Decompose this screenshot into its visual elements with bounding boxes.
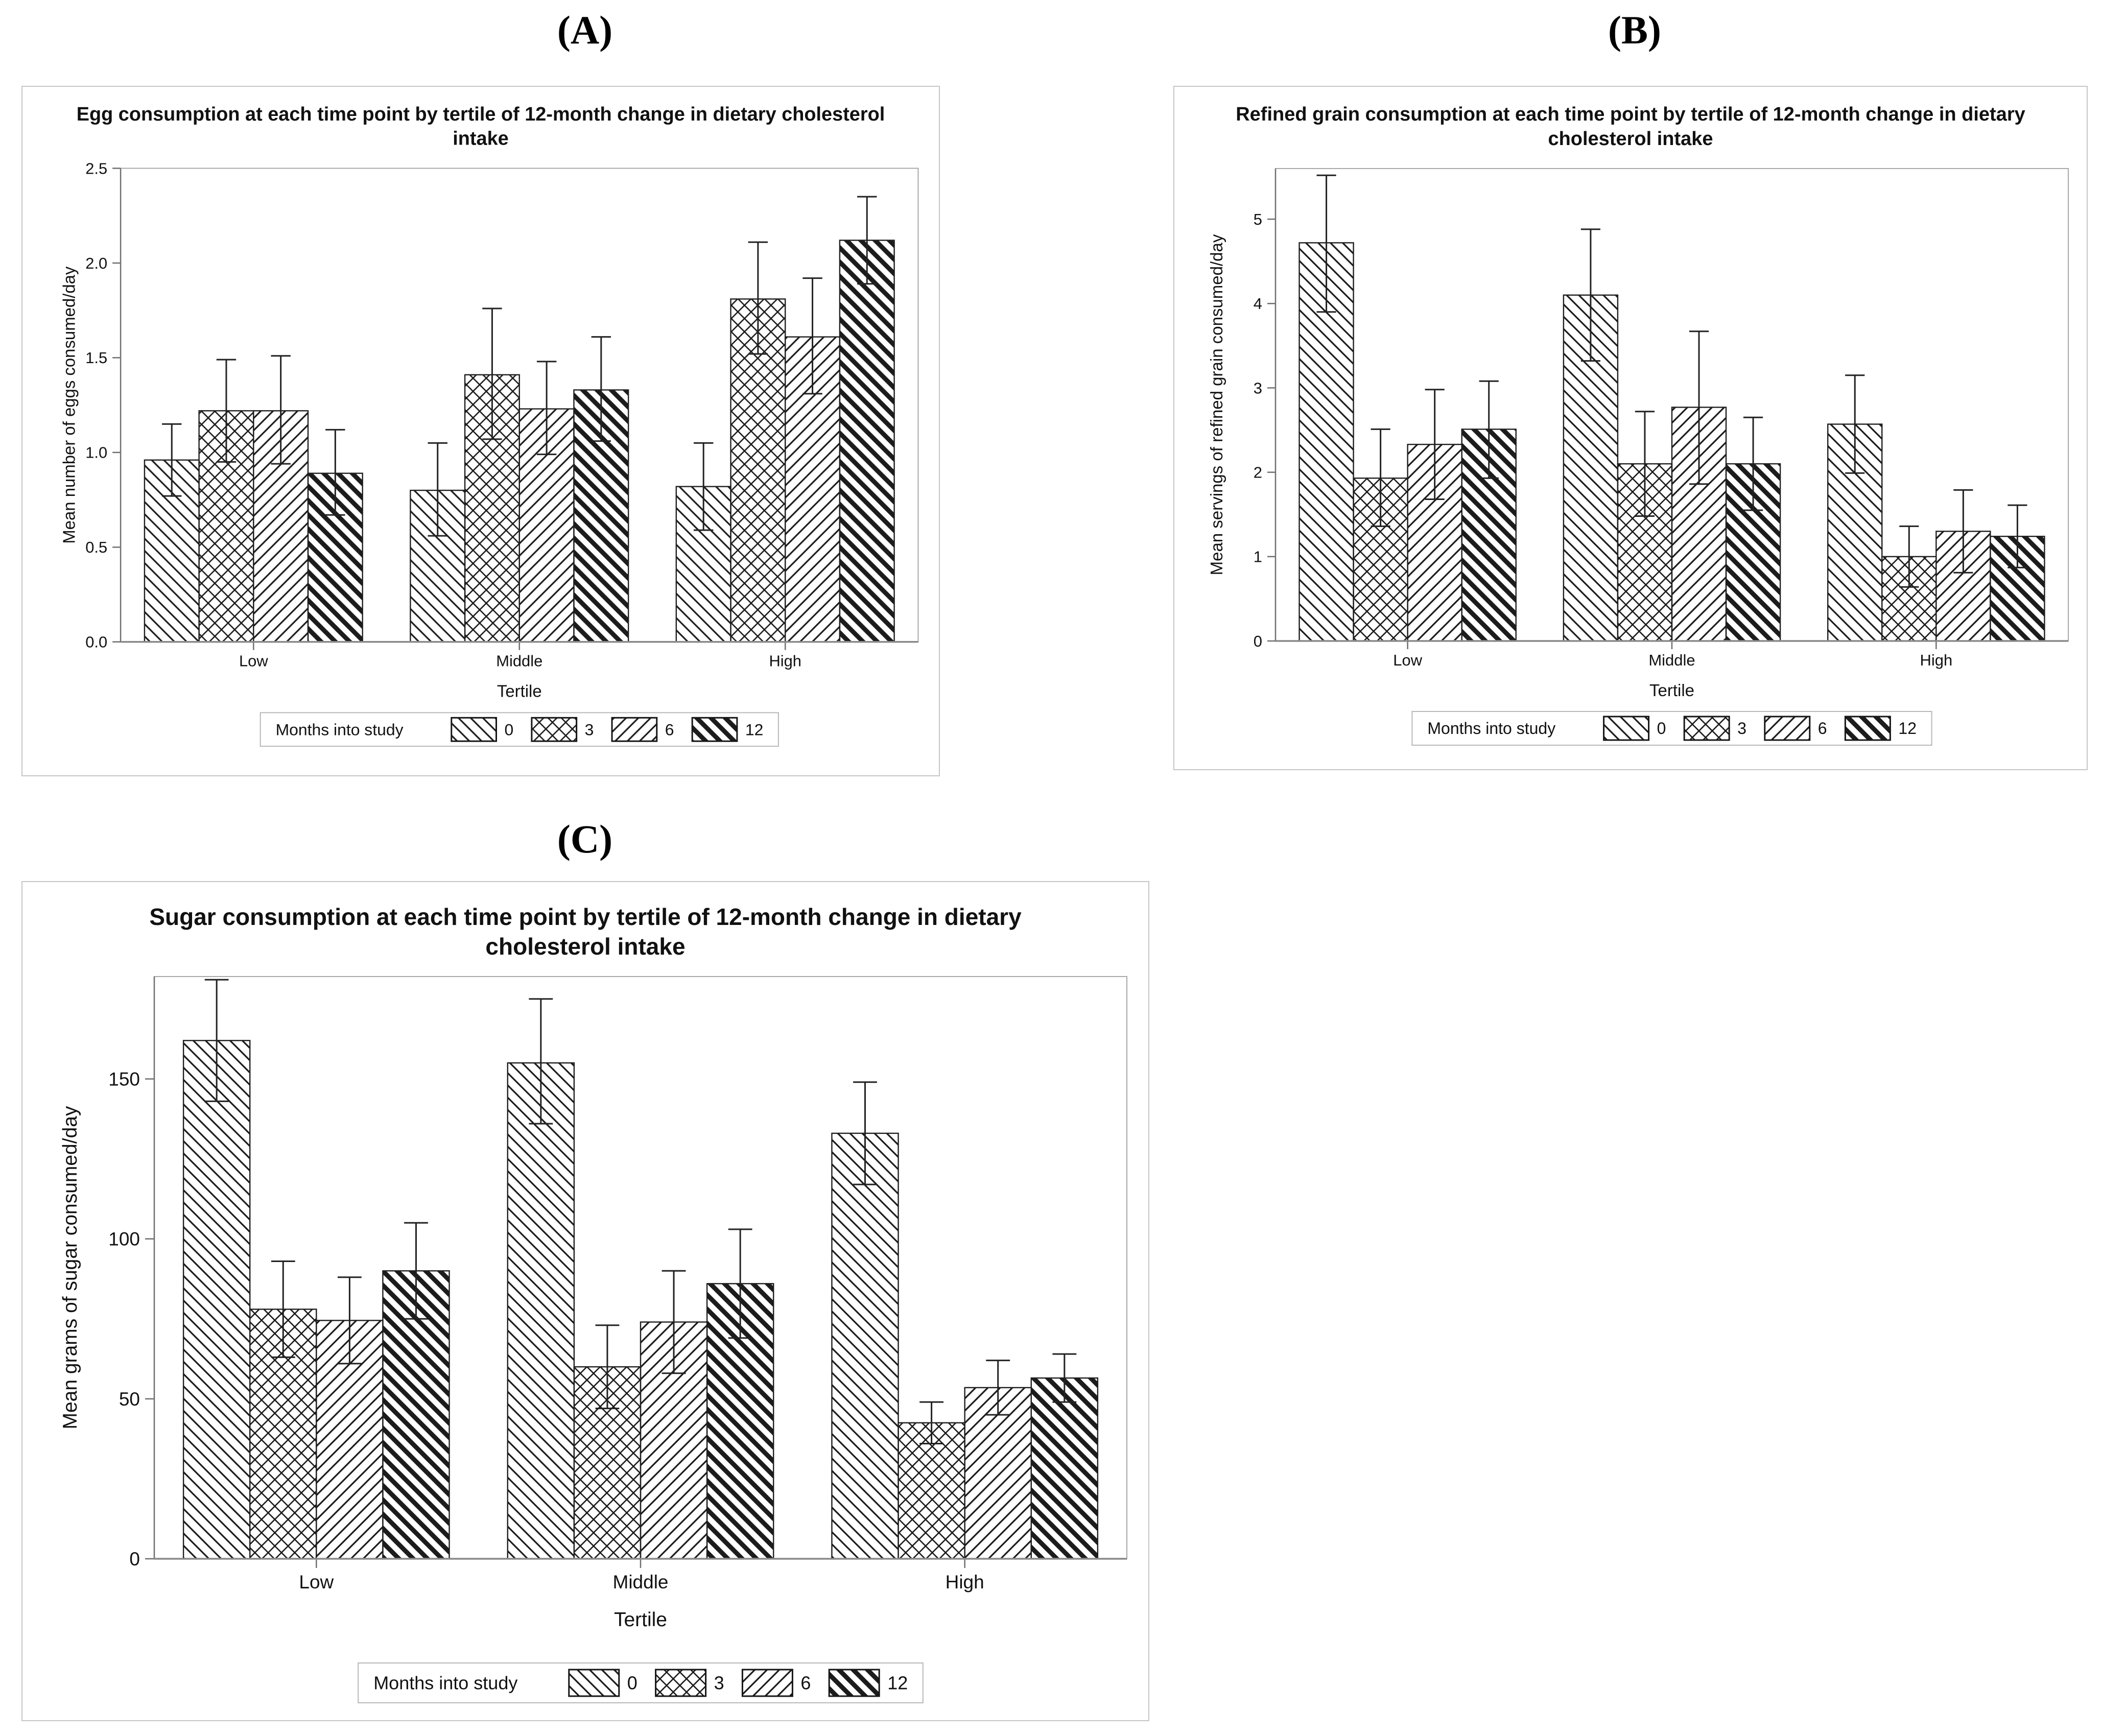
chart-title: cholesterol intake (1548, 128, 1713, 150)
x-axis-title: Tertile (497, 681, 542, 700)
legend-label-0mo: 0 (627, 1673, 637, 1694)
y-axis-title: Mean number of eggs consumed/day (59, 266, 78, 544)
category-label-middle: Middle (613, 1572, 669, 1592)
error-bars-group (162, 196, 877, 537)
sugar-consumption-chart: Sugar consumption at each time point by … (59, 903, 1127, 1703)
panel-label-a: (A) (557, 8, 613, 52)
legend-title: Months into study (373, 1673, 517, 1694)
panel-label-c: (C) (557, 817, 613, 861)
category-label-high: High (1920, 651, 1952, 669)
legend-label-6mo: 6 (665, 720, 674, 739)
category-label-high: High (946, 1572, 984, 1592)
bar-high-12mo (1030, 1377, 1099, 1560)
y-tick-label: 0.0 (85, 633, 107, 651)
y-axis-title: Mean servings of refined grain consumed/… (1207, 234, 1226, 575)
bar-high-12mo (839, 240, 895, 643)
chart-title: Sugar consumption at each time point by … (149, 903, 1022, 930)
y-tick-label: 0.5 (85, 538, 107, 556)
legend-label-6mo: 6 (1818, 719, 1827, 738)
legend-swatch-0mo (568, 1669, 620, 1697)
legend-label-12mo: 12 (745, 720, 763, 739)
egg-consumption-chart-panel: Egg consumption at each time point by te… (21, 86, 940, 776)
y-tick-label: 100 (108, 1229, 140, 1250)
refined-grain-consumption-chart: Refined grain consumption at each time p… (1207, 104, 2069, 746)
legend-label-6mo: 6 (800, 1673, 811, 1694)
legend-swatch-6mo (741, 1669, 793, 1697)
y-tick-label: 50 (119, 1389, 140, 1410)
y-tick-label: 1 (1254, 548, 1262, 566)
chart-title: cholesterol intake (485, 933, 685, 960)
y-tick-label: 2.0 (85, 254, 107, 272)
y-tick-label: 5 (1254, 210, 1262, 228)
category-label-low: Low (239, 652, 268, 670)
legend-swatch-3mo (655, 1669, 707, 1697)
y-tick-label: 1.5 (85, 349, 107, 367)
chart-title: Egg consumption at each time point by te… (77, 104, 885, 125)
bar-high-3mo (898, 1422, 965, 1560)
legend-swatch-12mo (691, 717, 738, 742)
bars-group (182, 1040, 1099, 1560)
category-label-high: High (769, 652, 801, 670)
y-tick-label: 3 (1254, 379, 1262, 397)
sugar-consumption-chart-panel: Sugar consumption at each time point by … (21, 881, 1149, 1721)
category-label-low: Low (299, 1572, 334, 1592)
legend-label-12mo: 12 (887, 1673, 908, 1694)
legend-swatch-6mo (1764, 716, 1811, 741)
legend-label-3mo: 3 (585, 720, 594, 739)
category-label-middle: Middle (496, 652, 542, 670)
legend-swatch-12mo (1844, 716, 1891, 741)
y-tick-label: 4 (1254, 295, 1262, 313)
legend-swatch-12mo (828, 1669, 880, 1697)
legend-swatch-6mo (611, 717, 658, 742)
bar-high-6mo (964, 1387, 1032, 1560)
y-axis-title: Mean grams of sugar consumed/day (59, 1106, 81, 1429)
egg-consumption-chart: Egg consumption at each time point by te… (59, 104, 919, 747)
legend-label-12mo: 12 (1898, 719, 1917, 738)
refined-grain-consumption-chart-panel: Refined grain consumption at each time p… (1173, 86, 2088, 770)
y-tick-label: 0 (129, 1549, 140, 1569)
bars-group (144, 240, 895, 643)
error-bars-group (1316, 174, 2027, 588)
legend-title: Months into study (1427, 719, 1555, 738)
y-tick-label: 2 (1254, 463, 1262, 481)
x-axis-title: Tertile (1649, 681, 1694, 700)
legend: Months into study 0 3 6 12 (1411, 711, 1932, 746)
bar-low-0mo (182, 1040, 251, 1560)
legend-swatch-0mo (451, 717, 498, 742)
bars-group (1298, 242, 2045, 642)
legend: Months into study 0 3 6 12 (358, 1662, 924, 1703)
legend-title: Months into study (276, 720, 404, 739)
x-axis-title: Tertile (614, 1609, 667, 1631)
legend-swatch-3mo (1683, 716, 1730, 741)
chart-title: intake (453, 128, 508, 150)
legend-label-3mo: 3 (1737, 719, 1746, 738)
category-label-middle: Middle (1648, 651, 1695, 669)
y-tick-label: 0 (1254, 632, 1262, 650)
legend-label-0mo: 0 (504, 720, 513, 739)
y-tick-label: 2.5 (85, 159, 107, 177)
legend-swatch-3mo (531, 717, 578, 742)
panel-label-b: (B) (1608, 8, 1661, 52)
y-tick-label: 1.0 (85, 444, 107, 462)
bar-middle-0mo (507, 1062, 575, 1560)
legend-label-3mo: 3 (714, 1673, 724, 1694)
legend: Months into study 0 3 6 12 (259, 712, 779, 747)
legend-swatch-0mo (1603, 716, 1650, 741)
legend-label-0mo: 0 (1657, 719, 1666, 738)
y-tick-label: 150 (108, 1068, 140, 1089)
chart-title: Refined grain consumption at each time p… (1236, 104, 2025, 125)
bar-high-0mo (831, 1132, 899, 1560)
error-bars-group (204, 979, 1077, 1445)
category-label-low: Low (1393, 651, 1422, 669)
